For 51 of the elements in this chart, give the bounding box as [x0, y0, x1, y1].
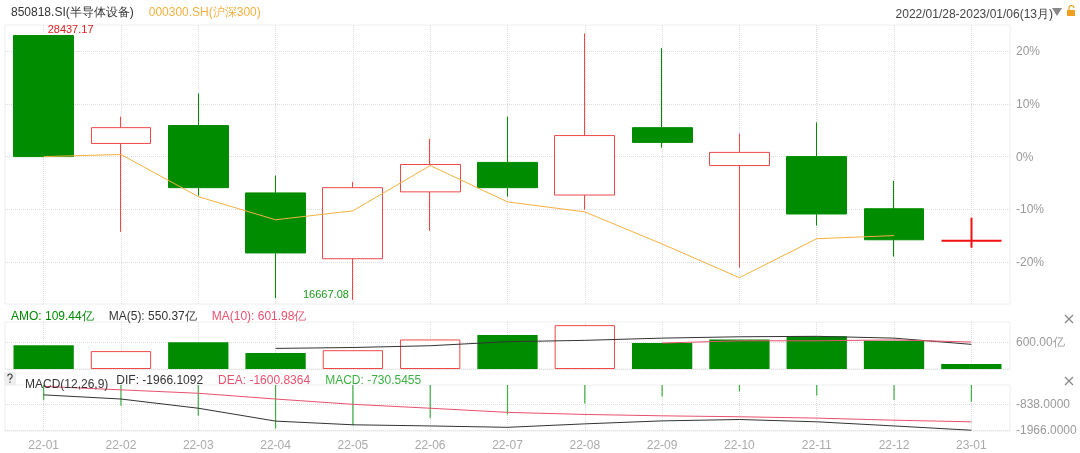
y-tick-label: -838.0000	[1016, 397, 1071, 412]
annotation: 16667.08	[302, 288, 349, 301]
y-tick-label: -10%	[1016, 202, 1045, 217]
candlestick	[864, 180, 924, 258]
bar	[13, 345, 74, 369]
bar	[322, 350, 384, 369]
y-tick-label: 600.00亿	[1016, 335, 1065, 350]
candlestick	[477, 116, 538, 198]
x-tick-label: 22-08	[569, 438, 601, 452]
chart-title: MACD(12,26,9)	[25, 377, 109, 391]
text: MA(5): 550.37亿	[108, 309, 197, 323]
x-tick-label: 22-07	[492, 438, 524, 452]
bar	[631, 343, 693, 369]
bar	[786, 336, 847, 369]
bar	[400, 339, 461, 369]
bar	[245, 352, 306, 369]
bar	[477, 334, 538, 369]
x-tick-label: 22-03	[182, 438, 214, 452]
line-series	[43, 154, 895, 279]
bar	[709, 339, 770, 369]
bar	[90, 351, 152, 369]
chart-subtitle: 2022/01/28-2023/01/06(13月)	[895, 7, 1053, 21]
y-tick-label: -20%	[1016, 254, 1045, 269]
y-tick-label: 20%	[1016, 44, 1041, 59]
series-label: 850818.SI(半导体设备)	[11, 5, 134, 19]
series-label: AMO: 109.44亿	[11, 309, 94, 323]
x-tick-label: 22-01	[28, 438, 60, 452]
text: 000300.SH(沪深300)	[148, 5, 261, 19]
bar	[941, 364, 1002, 369]
text: MA(10): 601.98亿	[211, 309, 307, 323]
x-tick-label: 22-02	[105, 438, 137, 452]
bar	[168, 342, 229, 369]
x-tick-label: 22-04	[260, 438, 292, 452]
line-series	[43, 394, 972, 431]
series-label: DEA: -1600.8364	[218, 373, 311, 387]
y-tick-label: 0%	[1016, 149, 1034, 164]
bar	[554, 325, 615, 369]
x-tick-label: 22-10	[724, 438, 756, 452]
x-tick-label: 22-09	[646, 438, 678, 452]
candlestick	[940, 216, 1003, 249]
series-label: MACD: -730.5455	[325, 373, 422, 387]
x-tick-label: 22-05	[337, 438, 369, 452]
x-tick-label: 22-11	[801, 438, 832, 452]
series-label: DIF: -1966.1092	[116, 373, 204, 387]
annotation: 28437.17	[47, 23, 94, 36]
x-tick-label: 23-01	[955, 438, 988, 452]
x-tick-label: 22-12	[878, 438, 910, 452]
y-tick-label: -1966.0000	[1016, 423, 1078, 438]
x-tick-label: 22-06	[414, 438, 446, 452]
bar	[863, 340, 925, 369]
y-tick-label: 10%	[1016, 96, 1041, 111]
